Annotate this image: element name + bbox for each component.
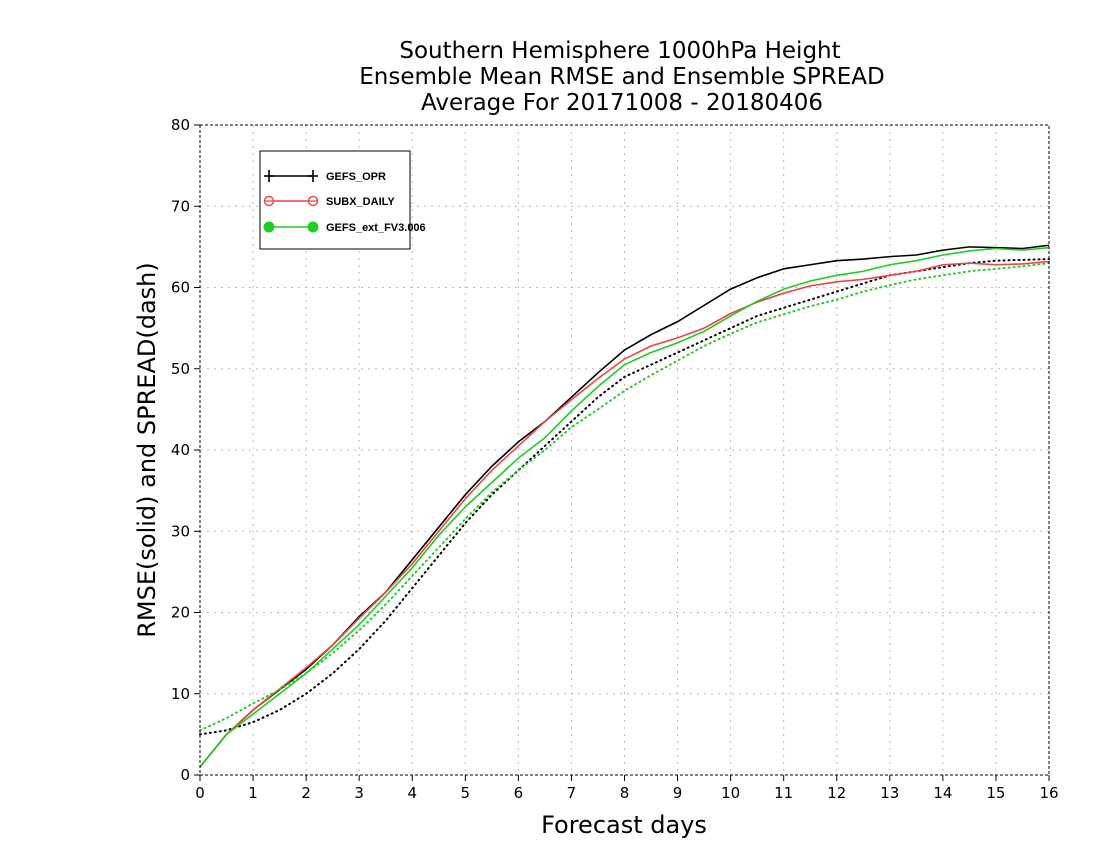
x-axis-label: Forecast days <box>541 811 707 839</box>
legend-box <box>259 150 411 250</box>
legend-label: GEFS_OPR <box>326 171 386 183</box>
x-tick-label: 10 <box>721 784 740 802</box>
x-tick-label: 11 <box>774 784 793 802</box>
chart-title-line-1: Southern Hemisphere 1000hPa Height <box>399 38 840 64</box>
x-axis-ticks: 0 1 2 3 4 5 6 7 8 9 10 11 12 13 14 15 16 <box>195 775 1059 802</box>
x-tick-label: 6 <box>514 784 524 802</box>
legend-label: SUBX_DAILY <box>326 196 395 208</box>
chart-title-line-3: Average For 20171008 - 20180406 <box>421 90 823 116</box>
y-tick-label: 50 <box>171 360 190 378</box>
y-tick-label: 40 <box>171 441 190 459</box>
legend-marker-dot <box>307 221 319 233</box>
chart-title: Southern Hemisphere 1000hPa Height Ensem… <box>359 38 884 116</box>
y-tick-label: 80 <box>171 116 190 134</box>
x-tick-label: 15 <box>986 784 1005 802</box>
x-tick-label: 0 <box>195 784 205 802</box>
x-tick-label: 14 <box>933 784 952 802</box>
x-tick-label: 3 <box>354 784 364 802</box>
x-tick-label: 9 <box>673 784 683 802</box>
y-tick-label: 20 <box>171 604 190 622</box>
y-tick-label: 0 <box>180 766 190 784</box>
x-tick-label: 1 <box>248 784 258 802</box>
x-tick-label: 13 <box>880 784 899 802</box>
spread-line-gefs-opr <box>199 258 1050 736</box>
rmse-line-gefs-ext-fv3-006 <box>199 246 1050 768</box>
y-tick-label: 70 <box>171 197 190 215</box>
legend-label: GEFS_ext_FV3.006 <box>326 222 426 234</box>
x-tick-label: 12 <box>827 784 846 802</box>
y-tick-label: 60 <box>171 279 190 297</box>
y-axis-ticks: 0 10 20 30 40 50 60 70 80 <box>171 116 200 784</box>
y-tick-label: 10 <box>171 685 190 703</box>
x-tick-label: 5 <box>461 784 471 802</box>
rmse-line-subx-daily <box>199 260 1050 768</box>
chart-title-line-2: Ensemble Mean RMSE and Ensemble SPREAD <box>359 64 884 90</box>
series-lines <box>199 244 1050 768</box>
legend: GEFS_OPR SUBX_DAILY GEFS_ext_FV3.006 <box>259 150 426 250</box>
x-tick-label: 16 <box>1039 784 1058 802</box>
y-axis-label: RMSE(solid) and SPREAD(dash) <box>133 262 161 638</box>
legend-marker-dot <box>263 221 275 233</box>
y-tick-label: 30 <box>171 522 190 540</box>
x-tick-label: 8 <box>620 784 630 802</box>
x-tick-label: 7 <box>567 784 577 802</box>
x-tick-label: 2 <box>301 784 311 802</box>
x-tick-label: 4 <box>407 784 417 802</box>
spread-line-gefs-ext-fv3-006 <box>199 262 1050 732</box>
rmse-line-gefs-opr <box>199 244 1050 768</box>
